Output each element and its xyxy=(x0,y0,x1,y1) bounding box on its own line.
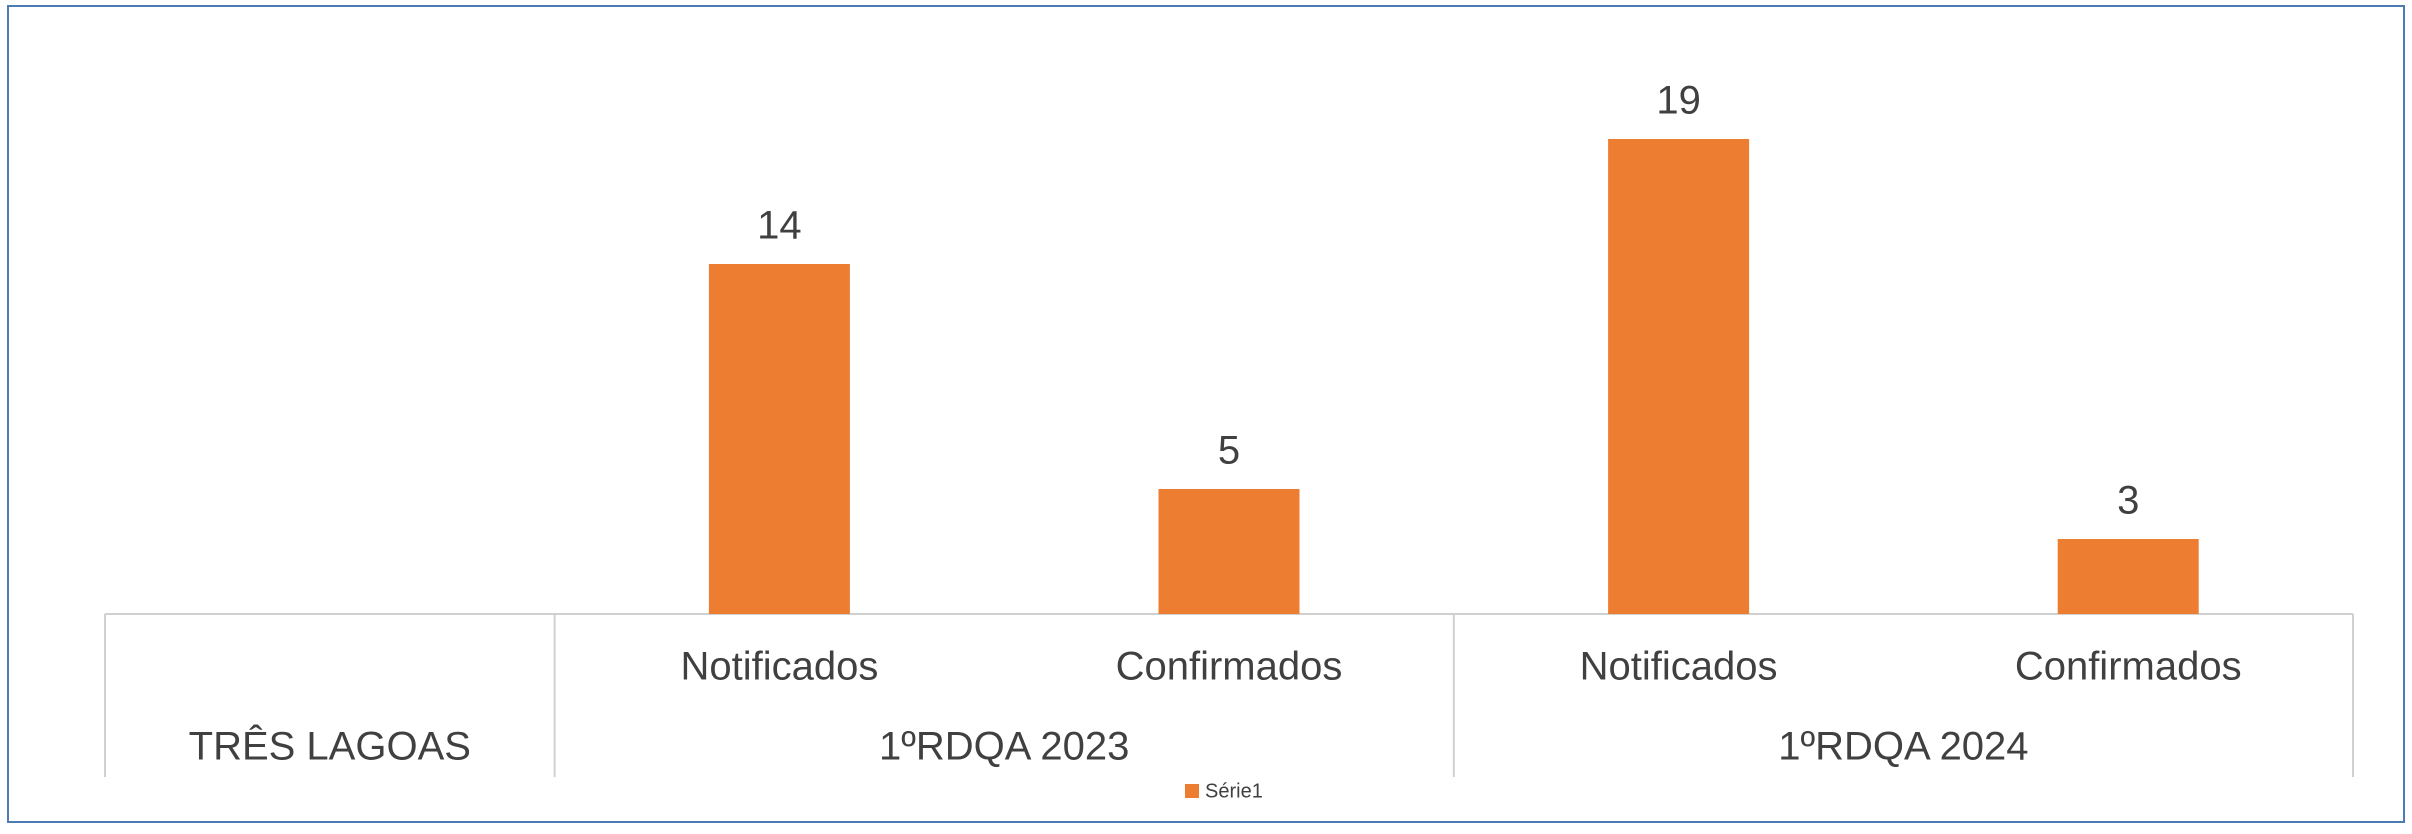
x-tick-label: Confirmados xyxy=(2015,645,2242,689)
group-label: 1ºRDQA 2024 xyxy=(1778,725,2028,769)
bar xyxy=(708,264,850,614)
data-label: 5 xyxy=(1218,429,1240,473)
data-label: 19 xyxy=(1656,79,1701,123)
data-label: 3 xyxy=(2117,479,2139,523)
bar xyxy=(2057,539,2199,614)
bar xyxy=(1158,489,1300,614)
x-tick-label: Confirmados xyxy=(1116,645,1343,689)
group-label: TRÊS LAGOAS xyxy=(189,724,471,769)
data-label: 14 xyxy=(757,204,802,248)
chart-frame xyxy=(7,5,2405,823)
legend-label: Série1 xyxy=(1205,780,1263,802)
legend-swatch xyxy=(1185,784,1199,798)
x-tick-label: Notificados xyxy=(1580,645,1778,689)
bar xyxy=(1608,139,1750,614)
group-label: 1ºRDQA 2023 xyxy=(879,725,1129,769)
x-tick-label: Notificados xyxy=(680,645,878,689)
